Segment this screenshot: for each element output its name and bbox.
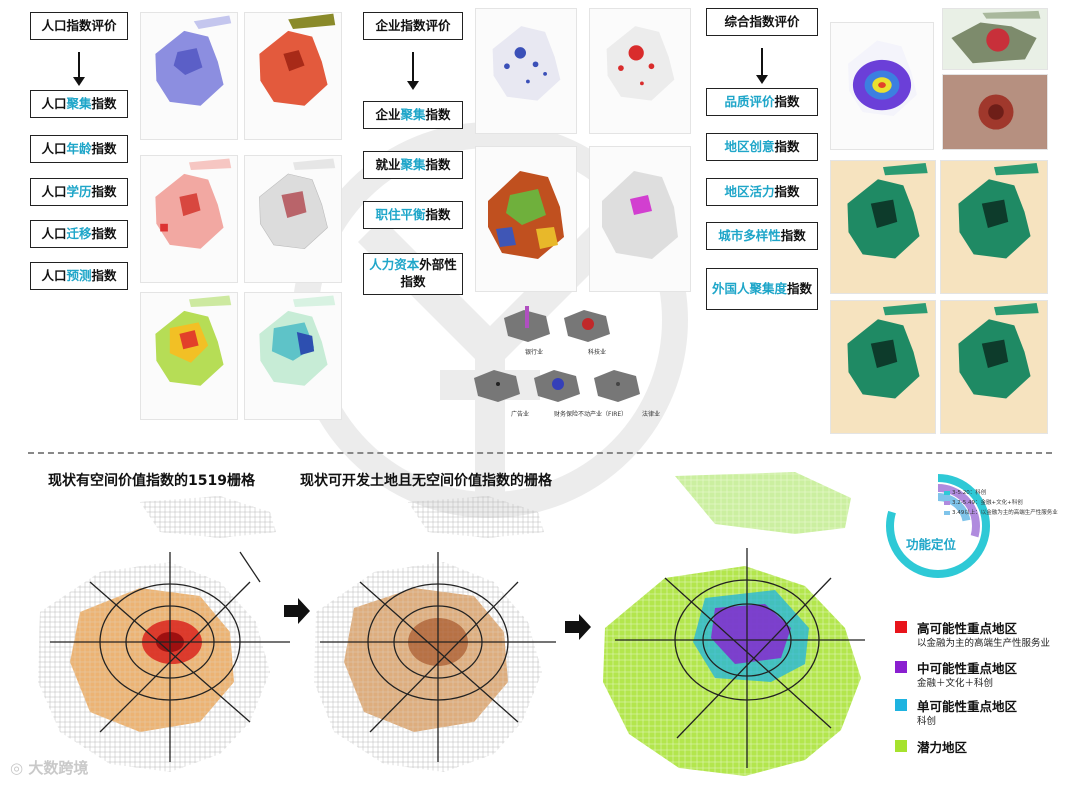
population-title: 人口指数评价 bbox=[41, 17, 117, 33]
population-index-box: 人口 聚集 指数 bbox=[30, 90, 128, 118]
legend-swatch bbox=[895, 661, 907, 673]
enterprise-index-box: 就业 聚集 指数 bbox=[363, 151, 463, 179]
sector-map-thumbnail bbox=[564, 310, 610, 342]
composite-index-box: 品质评价 指数 bbox=[706, 88, 818, 116]
sector-map-thumbnail bbox=[534, 370, 580, 402]
enterprise-title: 企业指数评价 bbox=[375, 17, 451, 33]
enterprise-map-thumbnail bbox=[475, 146, 577, 292]
composite-map-thumbnail bbox=[830, 300, 936, 434]
composite-map-thumbnail bbox=[830, 160, 936, 294]
population-map-thumbnail bbox=[244, 292, 342, 420]
function-donut-chart bbox=[886, 474, 990, 578]
composite-arrow-icon bbox=[756, 48, 768, 84]
population-map-thumbnail bbox=[140, 155, 238, 283]
legend-swatch bbox=[895, 740, 907, 752]
flow-arrow-icon bbox=[284, 598, 310, 624]
sector-label: 广告业 bbox=[511, 411, 530, 418]
grid-map-developable-land bbox=[314, 496, 556, 772]
composite-map-thumbnail bbox=[940, 160, 1048, 294]
composite-title: 综合指数评价 bbox=[724, 13, 800, 29]
composite-index-box: 地区创意 指数 bbox=[706, 133, 818, 161]
legend-swatch bbox=[895, 621, 907, 633]
sector-map-thumbnail bbox=[504, 306, 550, 342]
watermark-logo: ◎ 大数跨境 bbox=[10, 759, 89, 777]
composite-map-thumbnail bbox=[940, 300, 1048, 434]
population-index-box: 人口 学历 指数 bbox=[30, 178, 128, 206]
population-index-box: 人口 预测 指数 bbox=[30, 262, 128, 290]
legend-swatch bbox=[895, 699, 907, 711]
function-positioning-map bbox=[603, 472, 865, 776]
donut-label: 功能定位 bbox=[906, 537, 957, 552]
bottom-left-title: 现状有空间价值指数的1519栅格 bbox=[48, 473, 255, 489]
composite-index-box: 城市多样性 指数 bbox=[706, 222, 818, 250]
population-map-thumbnail bbox=[244, 12, 342, 140]
enterprise-map-thumbnail bbox=[589, 8, 691, 134]
flow-arrow-icon bbox=[565, 614, 591, 640]
donut-legend-item: 3-5.20：科创 bbox=[944, 488, 986, 496]
section-divider bbox=[28, 452, 1052, 454]
composite-index-box: 地区活力 指数 bbox=[706, 178, 818, 206]
donut-legend-item: 3.2-5.49：金融+文化+科创 bbox=[944, 498, 1023, 506]
enterprise-index-box: 企业 聚集 指数 bbox=[363, 101, 463, 129]
population-arrow-icon bbox=[73, 52, 85, 86]
composite-map-thumbnail bbox=[942, 8, 1048, 70]
composite-index-box: 外国人聚集度指数 bbox=[706, 268, 818, 310]
enterprise-arrow-icon bbox=[407, 52, 419, 90]
watermark-icon: ◎ bbox=[10, 759, 24, 777]
sector-map-thumbnail bbox=[594, 370, 640, 402]
population-title-box: 人口指数评价 bbox=[30, 12, 128, 40]
bottom-middle-title: 现状可开发土地且无空间价值指数的栅格 bbox=[300, 473, 552, 489]
enterprise-index-box: 人力资本外部性指数 bbox=[363, 253, 463, 295]
enterprise-map-thumbnail bbox=[589, 146, 691, 292]
sector-label: 财务保险不动产业（FIRE） bbox=[554, 411, 628, 418]
population-map-thumbnail bbox=[140, 12, 238, 140]
population-index-box: 人口 迁移 指数 bbox=[30, 220, 128, 248]
population-map-thumbnail bbox=[244, 155, 342, 283]
population-map-thumbnail bbox=[140, 292, 238, 420]
sector-label: 法律业 bbox=[642, 411, 661, 418]
composite-map-thumbnail bbox=[942, 74, 1048, 150]
population-index-box: 人口 年龄 指数 bbox=[30, 135, 128, 163]
enterprise-map-thumbnail bbox=[475, 8, 577, 134]
sector-label: 银行业 bbox=[525, 349, 544, 356]
sector-label: 科技业 bbox=[588, 349, 607, 356]
enterprise-index-box: 职住平衡 指数 bbox=[363, 201, 463, 229]
sector-map-thumbnail bbox=[474, 370, 520, 402]
composite-title-box: 综合指数评价 bbox=[706, 8, 818, 36]
composite-map-thumbnail bbox=[830, 22, 934, 150]
grid-map-existing-value bbox=[38, 496, 290, 772]
enterprise-title-box: 企业指数评价 bbox=[363, 12, 463, 40]
donut-legend-item: 3.49以上：以金融为主的高端生产性服务业 bbox=[944, 508, 1058, 516]
